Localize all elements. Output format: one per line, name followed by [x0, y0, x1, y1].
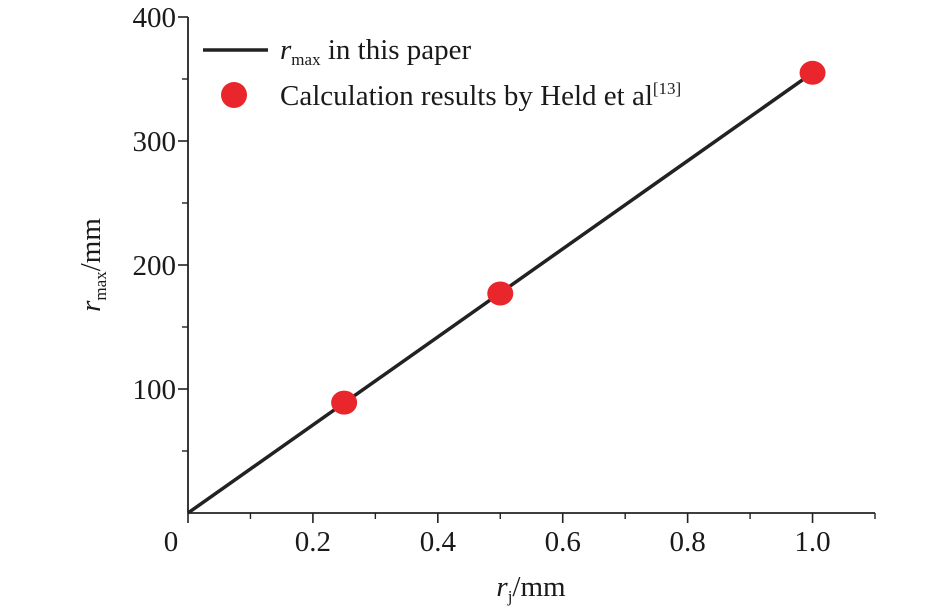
x-axis-symbol: r [496, 571, 508, 603]
x-tick-label: 0.4 [420, 526, 457, 558]
x-tick-label: 0 [164, 526, 179, 558]
data-point [799, 60, 826, 85]
y-axis-subscript: max [91, 271, 110, 301]
legend-dot-text: Calculation results by Held et al [280, 80, 653, 112]
x-axis-title: rj/mm [496, 571, 566, 606]
legend-line-label: rmax in this paper [280, 34, 472, 69]
x-tick-label: 0.6 [545, 526, 581, 558]
x-tick-label: 0.8 [670, 526, 706, 558]
x-axis-unit: /mm [512, 571, 566, 603]
data-point [331, 390, 358, 415]
x-tick-label: 1.0 [794, 526, 830, 558]
y-axis-unit: /mm [75, 218, 107, 272]
legend-dot-swatch [221, 82, 247, 108]
x-axis-subscript: j [507, 587, 513, 606]
legend-dot-superscript: [13] [653, 79, 681, 98]
legend-dot-label: Calculation results by Held et al[13] [280, 79, 681, 112]
series-layer [186, 60, 826, 515]
data-point [487, 281, 514, 306]
y-tick-label: 100 [133, 374, 177, 406]
y-tick-label: 300 [133, 126, 177, 158]
x-tick-label: 0.2 [295, 526, 331, 558]
ticks: 0 0.2 0.4 0.6 0.8 1.0 100 200 300 400 [133, 2, 876, 558]
legend-line-text: in this paper [321, 34, 472, 66]
y-axis-symbol: r [75, 300, 107, 312]
legend-line-subscript: max [291, 50, 321, 69]
y-tick-label: 400 [133, 2, 177, 34]
y-tick-label: 200 [133, 250, 177, 282]
legend: rmax in this paper Calculation results b… [203, 34, 681, 112]
legend-line-symbol: r [280, 34, 292, 66]
y-axis-title: rmax/mm [75, 218, 110, 312]
